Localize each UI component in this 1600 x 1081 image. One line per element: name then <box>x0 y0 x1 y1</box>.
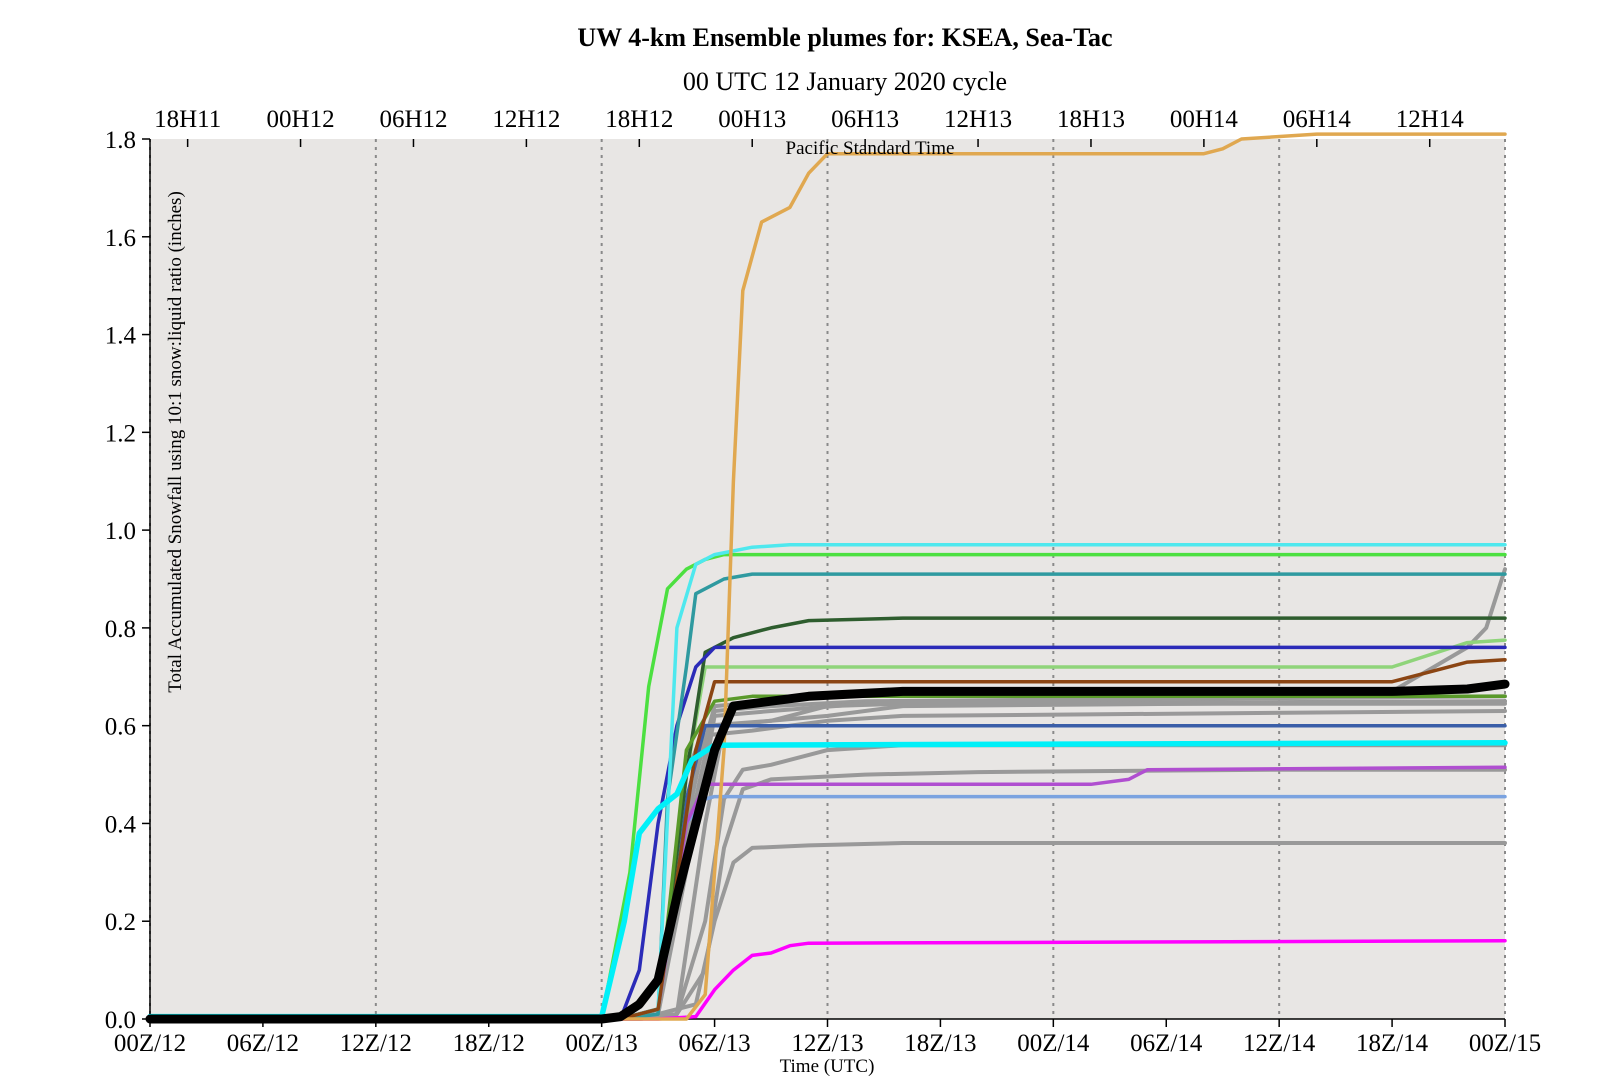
y-tick-label: 0.0 <box>105 1007 136 1034</box>
x-tick-label: 00Z/13 <box>566 1030 638 1057</box>
top-tick-label: 06H13 <box>831 106 899 133</box>
top-tick-label: 06H12 <box>379 106 447 133</box>
x-tick-label: 00Z/15 <box>1469 1030 1541 1057</box>
y-tick-label: 1.6 <box>105 225 136 252</box>
series-line-20 <box>148 657 1507 1021</box>
x-tick-label: 06Z/12 <box>227 1030 299 1057</box>
tick-labels: 00Z/12 06Z/12 12Z/12 18Z/12 00Z/13 06Z/13 12Z/… <box>105 106 1541 1057</box>
y-tick-label: 1.0 <box>105 518 136 545</box>
x-tick-label: 18Z/14 <box>1356 1030 1429 1057</box>
x-tick-label: 18Z/12 <box>453 1030 525 1057</box>
y-tick-label: 0.2 <box>105 909 136 936</box>
series-line-22 <box>147 740 1508 1020</box>
top-tick-label: 00H12 <box>267 106 335 133</box>
y-tick-label: 0.4 <box>105 811 137 838</box>
top-tick-label: 18H12 <box>605 106 673 133</box>
series-line-21 <box>148 132 1507 1021</box>
top-tick-label: 06H14 <box>1283 106 1352 133</box>
chart-title: UW 4-km Ensemble plumes for: KSEA, Sea-T… <box>577 23 1112 52</box>
plume-series <box>145 132 1510 1024</box>
y-tick-label: 1.8 <box>105 127 136 154</box>
y-tick-label: 0.6 <box>105 714 136 741</box>
x-tick-label: 06Z/14 <box>1130 1030 1203 1057</box>
top-axis-label: Pacific Standard Time <box>786 138 955 159</box>
x-tick-label: 12Z/13 <box>791 1030 863 1057</box>
x-tick-label: 00Z/12 <box>114 1030 186 1057</box>
top-tick-label: 18H11 <box>154 106 221 133</box>
top-tick-label: 00H13 <box>718 106 786 133</box>
top-tick-label: 12H14 <box>1396 106 1465 133</box>
series-line-23 <box>145 679 1510 1024</box>
top-tick-label: 00H14 <box>1170 106 1239 133</box>
y-axis-label: Total Accumulated Snowfall using 10:1 sn… <box>165 191 186 693</box>
y-tick-label: 1.4 <box>105 323 137 350</box>
x-axis-label: Time (UTC) <box>780 1056 875 1076</box>
x-tick-label: 06Z/13 <box>678 1030 750 1057</box>
y-tick-label: 1.2 <box>105 420 136 447</box>
x-tick-label: 18Z/13 <box>904 1030 976 1057</box>
chart-subtitle: 00 UTC 12 January 2020 cycle <box>683 67 1007 96</box>
top-tick-label: 18H13 <box>1057 106 1125 133</box>
top-tick-label: 12H12 <box>492 106 560 133</box>
x-tick-label: 12Z/14 <box>1243 1030 1316 1057</box>
top-tick-label: 12H13 <box>944 106 1012 133</box>
y-tick-label: 0.8 <box>105 616 136 643</box>
x-tick-label: 12Z/12 <box>340 1030 412 1057</box>
x-tick-label: 00Z/14 <box>1017 1030 1090 1057</box>
